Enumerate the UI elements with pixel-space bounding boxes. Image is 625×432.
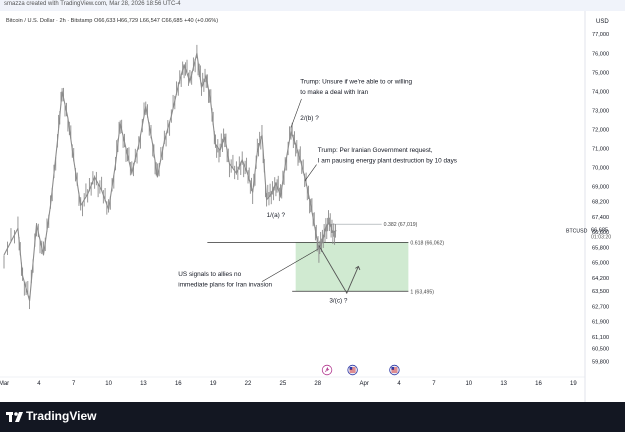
x-tick-label: 13 [500, 381, 507, 387]
x-tick-label: 19 [210, 381, 217, 387]
y-tick-label: 64,200 [592, 276, 609, 282]
y-tick-label: 73,000 [592, 108, 609, 114]
y-tick-label: 61,900 [592, 320, 609, 326]
chart-annotation: Trump: Per Iranian Government request, [318, 147, 433, 154]
y-tick-label: 77,000 [592, 32, 609, 38]
chart-annotation: Trump: Unsure if we're able to or willin… [300, 79, 412, 86]
x-tick-label: 19 [570, 381, 577, 387]
current-price-label: 66,685 [591, 228, 608, 234]
y-tick-label: 63,500 [592, 289, 609, 295]
projection-arrowhead [355, 265, 361, 271]
x-tick-label: 7 [432, 381, 436, 387]
x-tick-label: Apr [360, 381, 369, 387]
annotation-connector [304, 164, 317, 181]
chart-annotation: US signals to allies no [178, 271, 241, 278]
y-axis-currency: USD [596, 19, 609, 25]
x-tick-label: 4 [37, 381, 41, 387]
news-event-icon[interactable] [321, 364, 333, 376]
x-tick-label: 16 [175, 381, 182, 387]
x-tick-label: 13 [140, 381, 147, 387]
y-tick-label: 66,600 [592, 230, 609, 236]
y-tick-label: 71,000 [592, 146, 609, 152]
x-tick-label: Mar [0, 381, 9, 387]
fib-level-label: 1 (63,495) [410, 289, 434, 295]
y-tick-label: 61,100 [592, 335, 609, 341]
y-tick-label: 65,800 [592, 245, 609, 251]
fib-level-label: 0.618 (66,062) [410, 240, 444, 246]
x-tick-label: 22 [245, 381, 252, 387]
x-tick-label: 16 [535, 381, 542, 387]
credit-bar: smazza created with TradingView.com, Mar… [0, 0, 625, 11]
x-tick-label: 10 [105, 381, 112, 387]
chart-annotation: immediate plans for Iran invasion [178, 281, 272, 288]
y-tick-label: 70,000 [592, 165, 609, 171]
y-tick-label: 69,000 [592, 184, 609, 190]
y-tick-label: 62,700 [592, 304, 609, 310]
chart-svg[interactable]: Bitcoin / U.S. Dollar · 2h · Bitstamp O6… [0, 11, 625, 402]
chart-legend: Bitcoin / U.S. Dollar · 2h · Bitstamp O6… [6, 18, 218, 24]
x-tick-label: 28 [314, 381, 321, 387]
y-tick-label: 74,000 [592, 89, 609, 95]
us-flag-event-icon[interactable] [389, 364, 400, 376]
target-zone [295, 242, 409, 292]
y-tick-label: 60,500 [592, 346, 609, 352]
x-tick-label: 25 [280, 381, 287, 387]
x-tick-label: 7 [72, 381, 76, 387]
chart-annotation: I am pausing energy plant destruction by… [318, 158, 457, 165]
y-tick-label: 75,000 [592, 70, 609, 76]
bar-countdown-label: 01:03:20 [591, 235, 611, 241]
price-chart[interactable]: Bitcoin / U.S. Dollar · 2h · Bitstamp O6… [0, 11, 625, 402]
chart-annotation: 2/(b) ? [300, 115, 319, 122]
y-tick-label: 72,000 [592, 127, 609, 133]
y-tick-label: 68,200 [592, 200, 609, 206]
brand-text: TradingView [26, 409, 97, 423]
y-tick-label: 67,400 [592, 215, 609, 221]
x-tick-label: 10 [465, 381, 472, 387]
footer-bar: TradingView [0, 402, 625, 432]
chart-annotation: 1/(a) ? [267, 212, 286, 219]
annotation-connector [290, 98, 302, 128]
wave-projection [318, 245, 359, 295]
y-tick-label: 65,000 [592, 261, 609, 267]
chart-annotation: 3/(c) ? [329, 298, 348, 305]
chart-annotation: to make a deal with Iran [300, 89, 368, 96]
x-tick-label: 4 [397, 381, 401, 387]
y-tick-label: 76,000 [592, 51, 609, 57]
us-flag-event-icon[interactable] [347, 364, 358, 376]
annotation-connector [261, 249, 318, 282]
tradingview-logo-icon [6, 412, 23, 422]
fib-level-label: 0.382 (67,019) [384, 222, 418, 228]
credit-text: smazza created with TradingView.com, Mar… [4, 1, 181, 7]
y-tick-label: 59,800 [592, 360, 609, 366]
symbol-label: BTCUSD [566, 229, 588, 235]
